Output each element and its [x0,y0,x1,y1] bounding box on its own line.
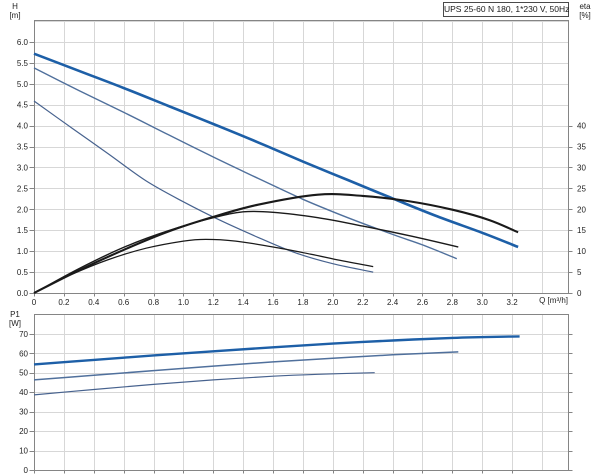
h-curve-speed3 [33,52,519,249]
svg-text:2.0: 2.0 [327,298,339,307]
eta-curve-speed1 [33,238,374,294]
svg-text:5: 5 [577,268,582,277]
eta-axis-title-symbol: eta [579,2,591,11]
svg-text:0.4: 0.4 [88,298,100,307]
svg-text:60: 60 [19,349,28,358]
svg-text:2.2: 2.2 [357,298,369,307]
svg-text:1.4: 1.4 [238,298,250,307]
svg-text:70: 70 [19,330,28,339]
h-axis-title-symbol: H [12,2,18,11]
svg-text:5.0: 5.0 [17,80,29,89]
svg-text:2.8: 2.8 [447,298,459,307]
svg-text:6.0: 6.0 [17,38,29,47]
svg-text:1.8: 1.8 [297,298,309,307]
svg-text:0.6: 0.6 [118,298,130,307]
chart-title-box: UPS 25-60 N 180, 1*230 V, 50Hz [443,2,569,17]
svg-text:10: 10 [577,247,586,256]
svg-text:4.5: 4.5 [17,101,29,110]
svg-text:2.6: 2.6 [417,298,429,307]
svg-text:0.5: 0.5 [17,268,29,277]
svg-text:4.0: 4.0 [17,122,29,131]
svg-text:2.0: 2.0 [17,205,29,214]
svg-text:35: 35 [577,143,586,152]
svg-text:1.6: 1.6 [267,298,279,307]
eta-curve-speed3 [33,193,519,294]
svg-text:3.2: 3.2 [507,298,519,307]
svg-text:1.2: 1.2 [208,298,220,307]
svg-text:3.5: 3.5 [17,143,29,152]
p1-axis-title: P1 [W] [2,310,28,328]
p1-axis-title-symbol: P1 [10,310,20,319]
hq-eta-chart-ticks: 0 0.2 0.4 0.6 0.8 1.0 1.2 1.4 1.6 1.8 2.0 2.2 2.4 2.6… [17,38,587,307]
svg-text:2.4: 2.4 [387,298,399,307]
h-axis-title-unit: [m] [9,11,21,20]
svg-text:50: 50 [19,369,28,378]
svg-text:0.2: 0.2 [58,298,70,307]
p1-curve-speed2 [33,351,459,381]
svg-text:10: 10 [19,447,28,456]
svg-text:20: 20 [19,427,28,436]
svg-text:40: 40 [19,388,28,397]
h-curve-speed1 [33,100,374,273]
svg-text:1.5: 1.5 [17,226,29,235]
p1-curve-speed3 [33,335,520,366]
h-axis-title: H [m] [2,2,28,20]
svg-text:2.5: 2.5 [17,184,29,193]
p1-curve-speed1 [33,372,375,396]
eta-curve-speed2 [33,210,459,294]
svg-text:15: 15 [577,226,586,235]
svg-text:30: 30 [19,408,28,417]
svg-text:1.0: 1.0 [178,298,190,307]
chart-title-text: UPS 25-60 N 180, 1*230 V, 50Hz [444,4,570,14]
svg-text:0.8: 0.8 [148,298,160,307]
svg-text:30: 30 [577,163,586,172]
p1-axis-title-unit: [W] [9,319,21,328]
hq-eta-chart: 0 0.2 0.4 0.6 0.8 1.0 1.2 1.4 1.6 1.8 2.0 2.2 2.4 2.6… [17,20,587,307]
hq-eta-chart-gridlines [34,20,568,293]
hq-eta-chart-frame [34,20,569,294]
eta-axis-title-unit: [%] [579,11,591,20]
q-axis-title: Q [m³/h] [539,296,568,305]
eta-axis-title: eta [%] [572,2,598,20]
svg-text:0.0: 0.0 [17,289,29,298]
p1-chart-gridlines [34,314,568,470]
svg-text:0: 0 [32,298,37,307]
svg-text:3.0: 3.0 [477,298,489,307]
svg-text:40: 40 [577,122,586,131]
h-curve-speed2 [33,67,458,260]
svg-text:20: 20 [577,205,586,214]
p1-chart-ticks: 0 10 20 30 40 50 60 70 [19,330,573,474]
svg-text:25: 25 [577,184,586,193]
svg-text:0: 0 [24,466,29,474]
svg-text:5.5: 5.5 [17,59,29,68]
svg-text:1.0: 1.0 [17,247,29,256]
svg-text:0: 0 [577,289,582,298]
svg-text:3.0: 3.0 [17,163,29,172]
p1-chart: 0 10 20 30 40 50 60 70 [19,314,573,474]
